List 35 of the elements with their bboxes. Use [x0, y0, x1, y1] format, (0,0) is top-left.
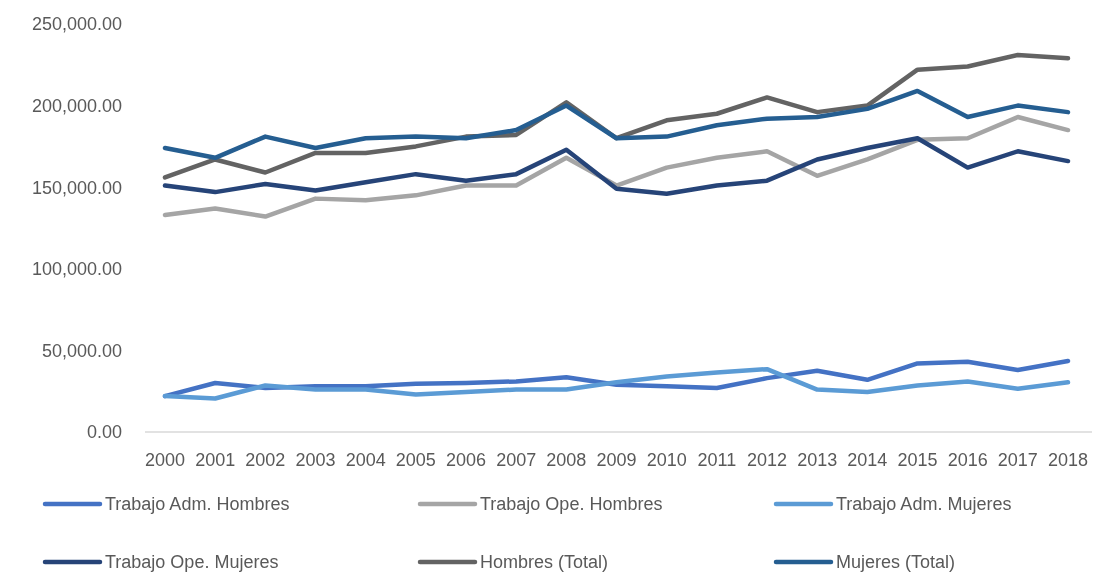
x-tick-label: 2002 [245, 450, 286, 470]
x-tick-label: 2014 [847, 450, 888, 470]
legend-label: Trabajo Ope. Hombres [480, 494, 663, 515]
line-series [162, 114, 1071, 219]
x-tick-label: 2010 [646, 450, 687, 470]
line-series [162, 135, 1071, 196]
x-tick-label: 2008 [546, 450, 587, 470]
x-tick-label: 2006 [445, 450, 487, 470]
x-tick-label: 2015 [897, 450, 938, 470]
legend-label: Trabajo Ope. Mujeres [105, 552, 279, 573]
y-tick-label: 0.00 [86, 422, 122, 443]
x-tick-label: 2009 [596, 450, 637, 470]
line-series [162, 88, 1071, 161]
x-tick-label: 2003 [295, 450, 336, 470]
x-tick-label: 2007 [496, 450, 537, 470]
x-tick-label: 2011 [697, 450, 737, 470]
x-tick-label: 2000 [144, 450, 186, 470]
x-tick-label: 2018 [1047, 450, 1089, 470]
x-tick-label: 2017 [997, 450, 1038, 470]
legend-label: Mujeres (Total) [836, 552, 956, 573]
legend-label: Hombres (Total) [480, 552, 609, 573]
x-tick-label: 2005 [395, 450, 436, 470]
legend-label: Trabajo Adm. Hombres [105, 494, 290, 515]
line-series [162, 366, 1071, 401]
x-tick-label: 2001 [195, 450, 236, 470]
y-tick-label: 150,000.00 [31, 177, 122, 198]
y-tick-label: 200,000.00 [31, 95, 122, 116]
y-tick-label: 250,000.00 [31, 14, 122, 35]
y-tick-label: 100,000.00 [31, 259, 122, 280]
x-tick-label: 2012 [746, 450, 788, 470]
x-tick-label: 2004 [345, 450, 386, 470]
y-tick-label: 50,000.00 [41, 340, 122, 361]
legend-label: Trabajo Adm. Mujeres [836, 494, 1012, 515]
x-tick-label: 2016 [947, 450, 988, 470]
x-tick-label: 2013 [797, 450, 838, 470]
